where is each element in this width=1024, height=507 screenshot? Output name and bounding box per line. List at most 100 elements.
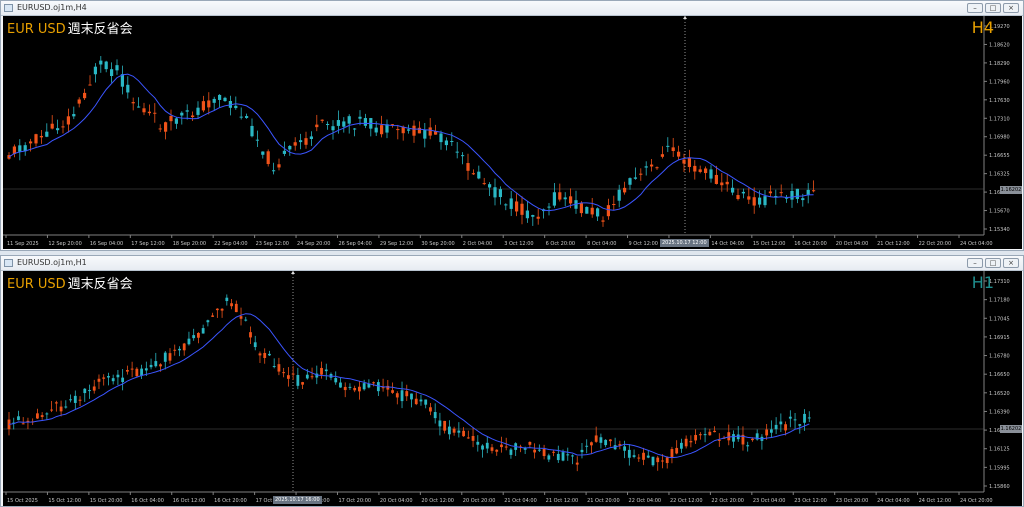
chart-window-h1: EURUSD.oj1m,H1 – □ × 1.17310 1.17180 1.170… [0,255,1024,507]
time-label: 20 Oct 20:00 [463,498,496,504]
candle-body [288,145,292,150]
candle-body [779,192,783,194]
time-label: 8 Oct 04:00 [587,241,616,247]
candle-body [428,127,432,136]
candle-body [444,140,448,146]
close-button[interactable]: × [1003,258,1019,268]
candle-body [144,368,148,371]
candle-body [763,196,767,206]
candle-body [806,189,810,195]
candle-body [50,409,54,411]
candle-body [650,164,654,167]
price-label: 1.16650 [989,372,1010,378]
candle-body [239,316,243,319]
candle-body [462,430,465,437]
candle-body [717,439,721,441]
candle-body [563,197,567,200]
time-label: 3 Oct 12:00 [504,241,533,247]
time-label: 20 Oct 12:00 [421,498,454,504]
time-label: 29 Sep 12:00 [380,241,413,247]
candle-body [461,155,465,157]
timeframe-label: H4 [971,18,994,37]
candle-body [471,436,475,441]
window-titlebar[interactable]: EURUSD.oj1m,H1 – □ × [1,256,1023,271]
minimize-button[interactable]: – [967,3,983,13]
candle-body [720,182,724,186]
candle-body [125,370,129,372]
window-title: EURUSD.oj1m,H4 [17,3,87,12]
candle-body [566,454,570,456]
crosshair-marker [683,16,687,19]
candle-body [537,449,541,451]
maximize-button[interactable]: □ [985,3,1001,13]
candle-body [561,452,565,461]
time-label: 22 Oct 20:00 [919,241,952,247]
symbol-label: EUR USD 週末反省会 [7,273,133,292]
candle-body [590,442,593,446]
price-chart-h4[interactable]: 1.19270 1.18620 1.18290 1.17960 1.17630 1.173… [3,16,1022,249]
candle-body [520,203,524,215]
candle-body [131,102,135,104]
time-label: 15 Oct 12:00 [753,241,786,247]
candle-body [751,438,754,441]
candle-body [39,135,43,138]
candle-body [299,140,303,143]
chart-window-h4: EURUSD.oj1m,H4 – □ × 1.19270 1.18620 1.182… [0,0,1024,251]
candle-body [488,184,492,188]
minimize-button[interactable]: – [967,258,983,268]
candle-body [558,192,562,200]
price-label: 1.16520 [989,391,1010,397]
candle-body [741,191,745,194]
candle-body [244,319,248,321]
candle-body [310,376,314,378]
candle-body [774,196,778,198]
moving-average-line [8,313,810,459]
time-label: 22 Oct 20:00 [711,498,744,504]
candle-body [380,125,384,135]
candle-body [215,308,219,311]
candle-body [736,434,740,440]
candle-body [120,74,124,87]
candle-body [812,190,816,192]
candle-body [741,434,745,445]
candle-body [671,147,675,151]
candlestick-plot[interactable]: 1.17310 1.17180 1.17045 1.16915 1.16780 1.166… [3,271,1022,506]
candle-body [358,386,361,392]
time-label: 24 Sep 20:00 [297,241,330,247]
candle-body [758,197,762,205]
price-label: 1.16125 [989,447,1010,453]
symbol-label: EUR USD 週末反省会 [7,18,133,37]
candle-body [192,335,196,339]
time-label: 17 Oct 20:00 [338,498,371,504]
price-label: 1.17310 [989,279,1010,285]
time-label: 16 Oct 04:00 [131,498,164,504]
candle-body [429,407,432,412]
price-label: 1.16000 [989,190,1010,196]
candle-body [755,433,759,440]
maximize-button[interactable]: □ [985,258,1001,268]
candle-body [130,368,134,370]
time-label: 21 Oct 20:00 [587,498,620,504]
price-chart-h1[interactable]: 1.17310 1.17180 1.17045 1.16915 1.16780 1.166… [3,271,1022,506]
candle-body [339,382,342,388]
candle-body [230,303,233,307]
price-label: 1.16655 [989,153,1010,159]
candle-body [272,366,276,368]
candle-body [632,455,636,457]
candle-body [665,457,669,464]
candle-body [59,406,63,412]
candle-body [633,177,637,179]
candle-body [509,198,513,209]
candlestick-plot[interactable]: 1.19270 1.18620 1.18290 1.17960 1.17630 1.173… [3,16,1022,249]
candle-body [417,127,421,134]
window-title: EURUSD.oj1m,H1 [17,258,87,267]
candle-body [713,430,716,433]
candle-body [174,118,178,124]
candle-body [590,207,594,215]
window-titlebar[interactable]: EURUSD.oj1m,H4 – □ × [1,1,1023,16]
candle-body [709,169,713,179]
close-button[interactable]: × [1003,3,1019,13]
candle-body [500,444,503,448]
candle-body [36,413,39,419]
candle-body [433,412,437,419]
